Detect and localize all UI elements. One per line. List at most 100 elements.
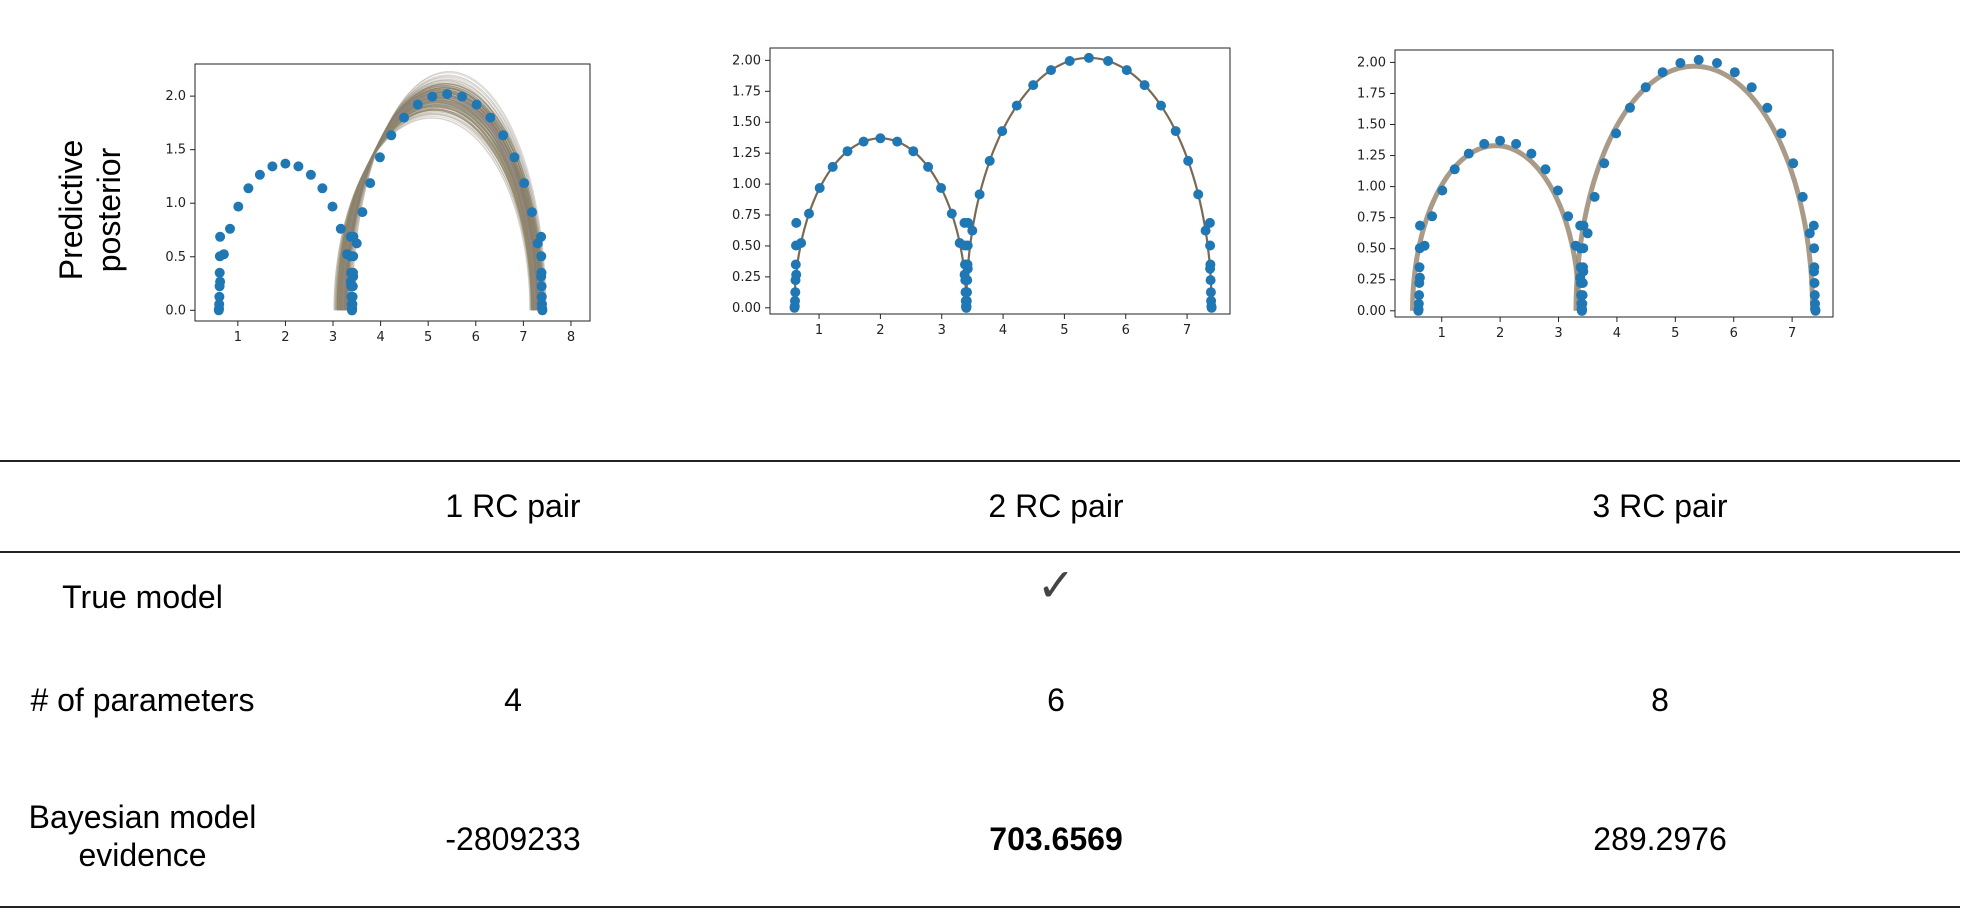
observed-point — [1540, 164, 1551, 175]
x-tick-label: 6 — [1730, 326, 1738, 341]
observed-point — [225, 223, 235, 234]
observed-point — [1415, 220, 1425, 231]
posterior-sample-line — [335, 113, 532, 311]
observed-point — [1064, 56, 1075, 66]
observed-point — [1200, 225, 1211, 236]
posterior-sample-line — [349, 76, 545, 311]
observed-point — [962, 259, 973, 270]
observed-point — [442, 89, 453, 99]
posterior-sample-line — [335, 113, 532, 311]
observed-point — [485, 112, 496, 123]
posterior-sample-line — [346, 84, 540, 311]
observed-point — [962, 275, 973, 286]
y-tick-label: 0.0 — [165, 303, 186, 318]
observed-point — [305, 169, 316, 180]
observed-point — [1599, 158, 1610, 169]
observed-point — [1414, 243, 1425, 254]
observed-point — [280, 158, 291, 169]
observed-point — [1578, 262, 1588, 273]
observed-point — [1156, 100, 1166, 111]
observed-point — [1479, 138, 1490, 149]
observed-point — [1414, 290, 1425, 301]
y-tick-label: 0.5 — [165, 250, 186, 265]
posterior-sample-line — [347, 80, 544, 311]
row-label-true-model: True model — [62, 579, 223, 615]
posterior-sample-line — [350, 75, 546, 311]
table-header-rule — [0, 551, 1960, 553]
x-tick-label: 1 — [234, 330, 242, 345]
posterior-sample-line — [334, 116, 532, 311]
observed-point — [457, 91, 468, 102]
posterior-sample-line — [346, 85, 537, 311]
y-tick-label: 1.5 — [165, 143, 186, 158]
y-tick-label: 0.00 — [732, 301, 761, 316]
observed-point — [1046, 65, 1056, 76]
observed-point — [1804, 228, 1815, 239]
y-tick-label: 1.25 — [732, 146, 761, 161]
observed-point — [1577, 290, 1588, 301]
observed-point — [961, 295, 972, 306]
observed-point — [536, 267, 547, 278]
observed-point — [946, 208, 957, 219]
x-tick-label: 3 — [329, 330, 337, 345]
observed-point — [962, 287, 972, 298]
observed-point — [908, 146, 919, 157]
observed-point — [923, 161, 934, 172]
posterior-fit-line — [965, 56, 1213, 308]
row-label-predictive-posterior-text: Predictive posterior — [52, 140, 128, 281]
x-tick-label: 2 — [876, 323, 884, 338]
observed-point — [1449, 164, 1460, 175]
x-tick-label: 6 — [472, 330, 480, 345]
observed-point — [892, 136, 903, 147]
observed-point — [327, 201, 338, 212]
observed-point — [347, 291, 358, 302]
plot-area — [789, 52, 1217, 313]
posterior-sample-line — [351, 71, 547, 311]
x-tick-label: 1 — [815, 323, 823, 338]
observed-point — [317, 183, 328, 194]
observed-point — [1808, 220, 1819, 231]
observed-point — [536, 231, 547, 242]
observed-point — [1193, 189, 1204, 200]
num-parameters-col-2: 6 — [1047, 682, 1065, 718]
observed-point — [1577, 278, 1588, 288]
y-tick-label: 0.25 — [1357, 273, 1386, 288]
observed-point — [536, 251, 547, 262]
y-tick-label: 1.0 — [165, 196, 186, 211]
posterior-sample-line — [347, 82, 539, 311]
observed-point — [427, 91, 438, 102]
row-label-model-evidence: Bayesian model evidence — [0, 798, 285, 874]
observed-point — [1206, 295, 1217, 306]
posterior-sample-line — [349, 77, 543, 311]
observed-point — [1810, 298, 1820, 309]
observed-point — [357, 207, 368, 218]
observed-point — [1170, 126, 1181, 137]
x-tick-label: 2 — [281, 330, 289, 345]
observed-point — [1729, 67, 1740, 78]
observed-point — [365, 178, 376, 189]
check-icon: ✓ — [1036, 559, 1076, 611]
num-parameters-col-1: 4 — [504, 682, 522, 718]
observed-point — [348, 251, 359, 262]
observed-point — [1495, 135, 1506, 146]
observed-point — [791, 240, 801, 251]
posterior-sample-line — [333, 117, 531, 311]
observed-point — [1511, 138, 1522, 149]
observed-point — [790, 287, 801, 298]
num-parameters-col-3: 8 — [1651, 682, 1669, 718]
x-tick-label: 5 — [1060, 323, 1068, 338]
observed-point — [1611, 128, 1622, 139]
observed-point — [519, 178, 530, 189]
observed-point — [335, 223, 346, 234]
posterior-sample-line — [344, 89, 536, 311]
observed-point — [1414, 278, 1425, 288]
axes-frame — [194, 63, 591, 322]
observed-point — [1675, 58, 1686, 68]
observed-point — [412, 99, 423, 110]
table-bottom-rule — [0, 906, 1960, 908]
observed-point — [1083, 52, 1094, 63]
observed-point — [1788, 158, 1799, 169]
table-top-rule — [0, 460, 1960, 462]
observed-point — [1762, 102, 1773, 113]
posterior-sample-line — [344, 89, 536, 311]
